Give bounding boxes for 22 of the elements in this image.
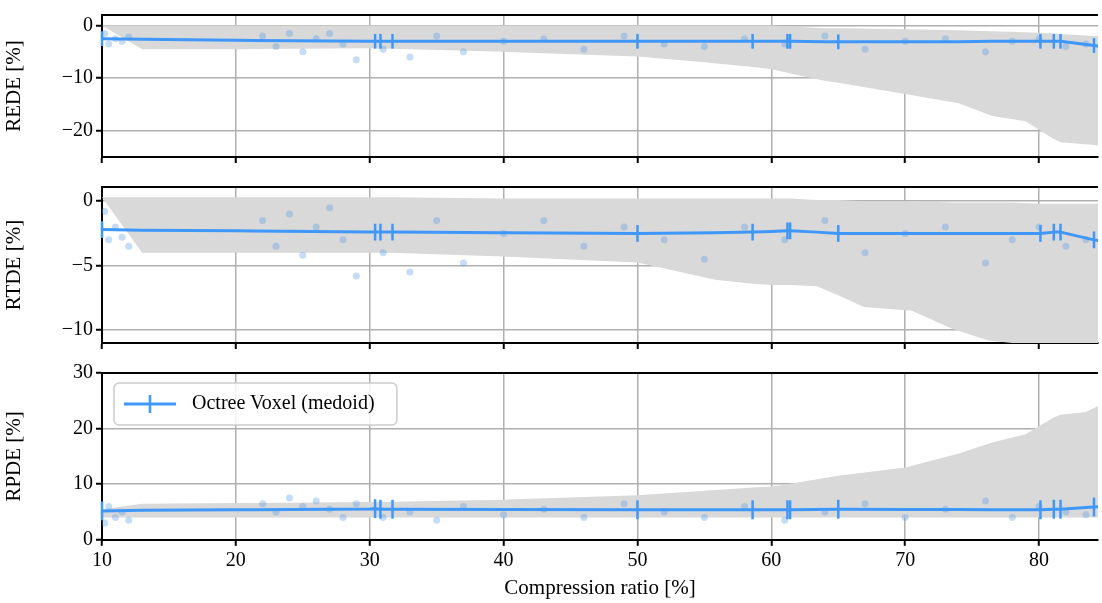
y-tick-label: 0 bbox=[83, 188, 93, 211]
y-axis-title: RTDE [%] bbox=[1, 219, 26, 311]
legend-label: Octree Voxel (medoid) bbox=[192, 391, 375, 415]
x-tick-label: 30 bbox=[359, 548, 380, 571]
x-tick-label: 40 bbox=[493, 548, 514, 571]
y-tick-label: −20 bbox=[61, 117, 93, 140]
y-tick-label: −10 bbox=[61, 65, 93, 88]
y-tick-label: 20 bbox=[73, 415, 93, 438]
x-tick-label: 80 bbox=[1029, 548, 1050, 571]
x-tick-label: 70 bbox=[895, 548, 916, 571]
y-tick-label: 0 bbox=[83, 527, 93, 550]
y-tick-label: 0 bbox=[83, 12, 93, 35]
x-tick-label: 20 bbox=[225, 548, 246, 571]
y-tick-label: −5 bbox=[71, 252, 93, 275]
y-tick-label: −10 bbox=[61, 317, 93, 340]
y-axis-title: RPDE [%] bbox=[1, 411, 26, 502]
y-tick-label: 10 bbox=[73, 471, 93, 494]
x-tick-label: 60 bbox=[761, 548, 782, 571]
y-axis-title: REDE [%] bbox=[1, 40, 26, 132]
x-tick-label: 50 bbox=[627, 548, 648, 571]
y-tick-label: 30 bbox=[73, 360, 93, 383]
x-axis-title: Compression ratio [%] bbox=[504, 574, 696, 599]
